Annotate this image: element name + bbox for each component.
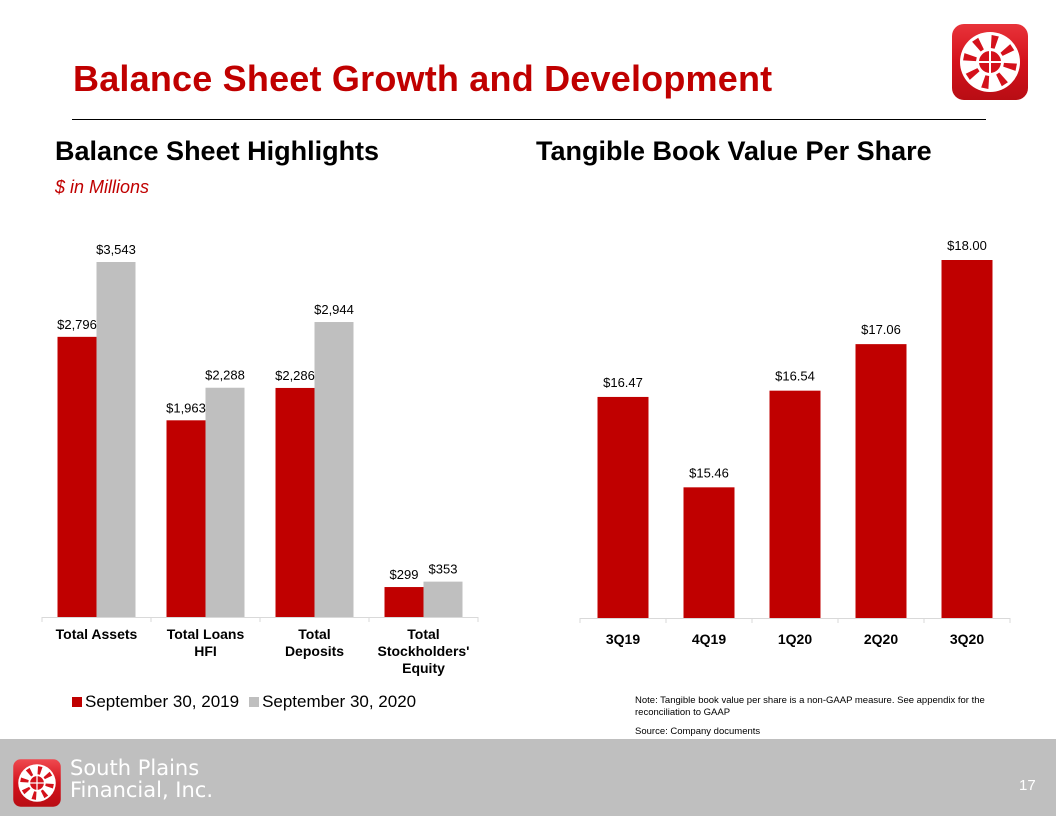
legend-item-2019: September 30, 2019 [72,692,239,712]
company-name-line2: Financial, Inc. [70,778,214,802]
tbv-data-label: $18.00 [947,238,987,253]
chart-legend: September 30, 2019 September 30, 2020 [72,692,422,712]
units-note: $ in Millions [55,177,150,197]
bar-2020-0 [96,262,136,617]
company-logo-icon [13,759,61,807]
category-label: Equity [402,660,445,676]
tbv-bar-4Q19 [683,487,735,618]
tbv-data-label: $15.46 [689,465,729,480]
legend-item-2020: September 30, 2020 [249,692,416,712]
bar-2019-2 [275,387,315,617]
category-label: Total Assets [56,626,138,642]
tbv-bar-3Q20 [941,260,993,618]
tbv-data-label: $16.54 [775,369,815,384]
tbv-data-label: $17.06 [861,322,901,337]
page-number: 17 [1019,777,1036,794]
source-note: Source: Company documents [635,726,761,737]
slide-title: Balance Sheet Growth and Development [73,58,773,99]
tbv-bar-1Q20 [769,390,821,618]
gaap-note: Note: Tangible book value per share is a… [635,695,985,718]
tbv-category-label: 2Q20 [864,631,898,647]
tbv-data-label: $16.47 [603,375,643,390]
category-label: Deposits [285,643,344,659]
bar-2020-1 [205,387,245,617]
tbv-heading: Tangible Book Value Per Share [536,136,932,166]
category-label: Total Loans [167,626,245,642]
data-label: $2,288 [205,368,245,383]
data-label: $353 [429,562,458,577]
title-divider [72,119,986,120]
bar-2019-0 [57,336,97,617]
footer-bar: South Plains Financial, Inc. 17 [0,739,1056,816]
data-label: $2,944 [314,302,354,317]
category-label: Stockholders' [377,643,469,659]
tbv-category-label: 3Q20 [950,631,984,647]
tbv-category-label: 1Q20 [778,631,812,647]
legend-swatch-2019 [72,697,82,707]
tbv-category-label: 4Q19 [692,631,726,647]
bar-2020-3 [423,581,463,617]
legend-swatch-2020 [249,697,260,707]
wheel-logo-icon [952,24,1028,100]
data-label: $2,796 [57,317,97,332]
company-name-line1: South Plains [70,756,200,780]
balance-sheet-heading: Balance Sheet Highlights [55,136,380,166]
company-name: South Plains Financial, Inc. [70,757,213,801]
legend-label-2019: September 30, 2019 [85,692,240,711]
data-label: $2,286 [275,368,315,383]
bar-2020-2 [314,322,354,617]
category-label: Total [298,626,330,642]
tbv-category-label: 3Q19 [606,631,640,647]
data-label: $1,963 [166,400,206,415]
data-label: $3,543 [96,242,136,257]
bar-2019-3 [384,587,424,617]
bar-2019-1 [166,420,206,617]
data-label: $299 [390,567,419,582]
tbv-bar-3Q19 [597,396,649,618]
tbv-bar-2Q20 [855,344,907,618]
category-label: HFI [194,643,217,659]
category-label: Total [407,626,439,642]
legend-label-2020: September 30, 2020 [262,692,417,711]
